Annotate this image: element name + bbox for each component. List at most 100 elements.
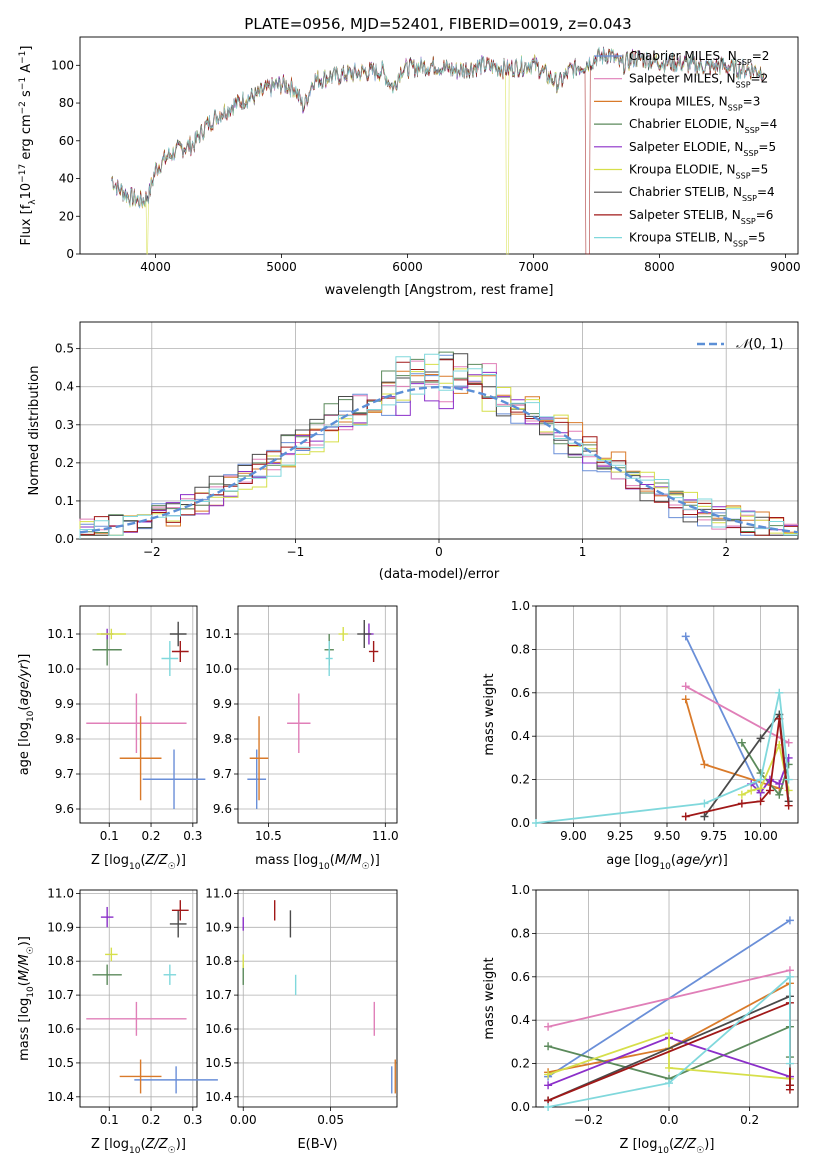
y-tick-label: 9.6 — [213, 802, 232, 816]
x-axis-label: Z [log10(Z/Z☉)] — [91, 853, 186, 872]
weight-point — [665, 1063, 674, 1072]
legend-entry: 𝒩(0, 1) — [736, 337, 783, 352]
x-tick-label: 0.1 — [100, 829, 119, 843]
weight-point — [700, 799, 709, 808]
axes-frame — [79, 36, 799, 255]
x-tick-label: 10.5 — [255, 829, 282, 843]
y-tick-label: 0.0 — [511, 816, 530, 830]
weight-point — [544, 1081, 553, 1090]
x-axis-label: Z [log10(Z/Z☉)] — [620, 1137, 715, 1156]
x-tick-label: 5000 — [266, 260, 297, 274]
y-tick-label: 0.2 — [55, 456, 74, 470]
legend-entry: Kroupa MILES, NSSP=3 — [629, 94, 760, 112]
legend-entry: Salpeter STELIB, NSSP=6 — [629, 208, 773, 226]
weight-point — [737, 790, 746, 799]
y-axis-label: mass weight — [482, 673, 497, 755]
x-tick-label: 0.2 — [141, 1113, 160, 1127]
y-axis-label: mass weight — [482, 957, 497, 1039]
weight-point — [681, 632, 690, 641]
weight-line-salpeter-miles — [547, 969, 791, 1028]
x-axis-label: mass [log10(M/M☉)] — [255, 853, 380, 872]
x-axis-label: Z [log10(Z/Z☉)] — [91, 1137, 186, 1156]
weight-point — [775, 688, 784, 697]
y-tick-label: 0.5 — [55, 342, 74, 356]
y-tick-label: 0.8 — [511, 642, 530, 656]
y-tick-label: 10.5 — [205, 1056, 232, 1070]
x-tick-label: 7000 — [518, 260, 549, 274]
axes-frame — [535, 889, 799, 1108]
age-vs-mass-panel: 10.5 11.0 9.6 9.7 9.8 9.9 10.0 10.1 mass [log10(… — [205, 605, 399, 872]
y-tick-label: 10.8 — [205, 954, 232, 968]
weight-vs-age-panel: 9.00 9.25 9.50 9.75 10.00 0.0 0.2 0.4 0.6 0.8 1.0 a… — [482, 599, 799, 872]
weight-point — [756, 784, 765, 793]
weight-point — [681, 812, 690, 821]
y-tick-label: 0.4 — [511, 1013, 530, 1027]
y-axis-label: Normed distribution — [27, 366, 42, 496]
x-axis-label: age [log10(age/yr)] — [606, 853, 728, 872]
weight-point — [756, 734, 765, 743]
weight-point — [775, 790, 784, 799]
x-tick-label: −2 — [143, 545, 161, 559]
weight-line-chabrier-miles — [684, 636, 762, 793]
histogram-kroupa-stelib — [79, 353, 798, 539]
axes-frame — [237, 889, 398, 1108]
y-tick-label: 0.2 — [511, 1057, 530, 1071]
y-tick-label: 0.6 — [511, 970, 530, 984]
x-tick-label: 11.0 — [372, 829, 399, 843]
y-tick-label: 10.4 — [47, 1090, 74, 1104]
y-axis-label: Flux [fλ10−17 erg cm−2 s−1 A−1] — [18, 46, 38, 246]
y-tick-label: 9.9 — [55, 697, 74, 711]
y-tick-label: 10.0 — [47, 662, 74, 676]
y-tick-label: 11.0 — [47, 886, 74, 900]
x-tick-label: −1 — [287, 545, 305, 559]
y-tick-label: 60 — [59, 134, 74, 148]
y-tick-label: 0.0 — [511, 1100, 530, 1114]
weight-point — [681, 695, 690, 704]
weight-point — [532, 819, 540, 827]
y-tick-label: 10.9 — [205, 920, 232, 934]
weight-line-chabrier-stelib — [703, 712, 790, 818]
mass-vs-metallicity-panel: 0.1 0.2 0.3 10.4 10.5 10.6 10.7 10.8 10.9 11.0 Z [… — [17, 886, 218, 1156]
y-tick-label: 0.4 — [55, 380, 74, 394]
x-tick-label: 8000 — [644, 260, 675, 274]
weight-line-kroupa-stelib — [547, 974, 791, 1108]
y-tick-label: 40 — [59, 172, 74, 186]
x-tick-label: 9.25 — [607, 829, 634, 843]
weight-point — [785, 1085, 794, 1094]
y-tick-label: 20 — [59, 209, 74, 223]
weight-point — [785, 972, 794, 981]
axes-frame — [79, 889, 198, 1108]
weight-point — [775, 779, 784, 788]
x-tick-label: 6000 — [392, 260, 423, 274]
y-tick-label: 9.7 — [55, 767, 74, 781]
y-tick-label: 0.4 — [511, 729, 530, 743]
x-tick-label: 10.00 — [743, 829, 777, 843]
weight-point — [665, 1029, 674, 1038]
residual-histogram-panel: −2 −1 0 1 2 0.0 0.1 0.2 0.3 0.4 0.5 𝒩(0, 1) (data-mo… — [27, 321, 799, 582]
y-tick-label: 0.2 — [511, 773, 530, 787]
x-tick-label: 0.0 — [659, 1113, 678, 1127]
weight-point — [544, 1103, 553, 1111]
y-tick-label: 10.1 — [205, 627, 232, 641]
y-tick-label: 11.0 — [205, 886, 232, 900]
legend-entry: Kroupa ELODIE, NSSP=5 — [629, 163, 768, 181]
weight-point — [747, 786, 756, 795]
weight-line-salpeter-miles — [685, 685, 790, 744]
x-tick-label: 0.05 — [317, 1113, 344, 1127]
x-tick-label: 0.00 — [230, 1113, 257, 1127]
y-axis-label: age [log10(age/yr)] — [17, 654, 36, 776]
y-tick-label: 0.1 — [55, 494, 74, 508]
x-tick-label: 0.3 — [183, 1113, 202, 1127]
y-tick-label: 10.0 — [205, 662, 232, 676]
normal-reference-curve — [79, 385, 799, 534]
x-tick-label: −0.2 — [574, 1113, 603, 1127]
x-tick-label: 9.75 — [700, 829, 727, 843]
weight-point — [544, 1070, 553, 1079]
y-tick-label: 10.8 — [47, 954, 74, 968]
x-tick-label: 0 — [435, 545, 443, 559]
weight-point — [737, 799, 746, 808]
x-tick-label: 2 — [722, 545, 730, 559]
weight-point — [785, 1059, 794, 1068]
weight-point — [765, 775, 774, 784]
y-tick-label: 0.0 — [55, 532, 74, 546]
